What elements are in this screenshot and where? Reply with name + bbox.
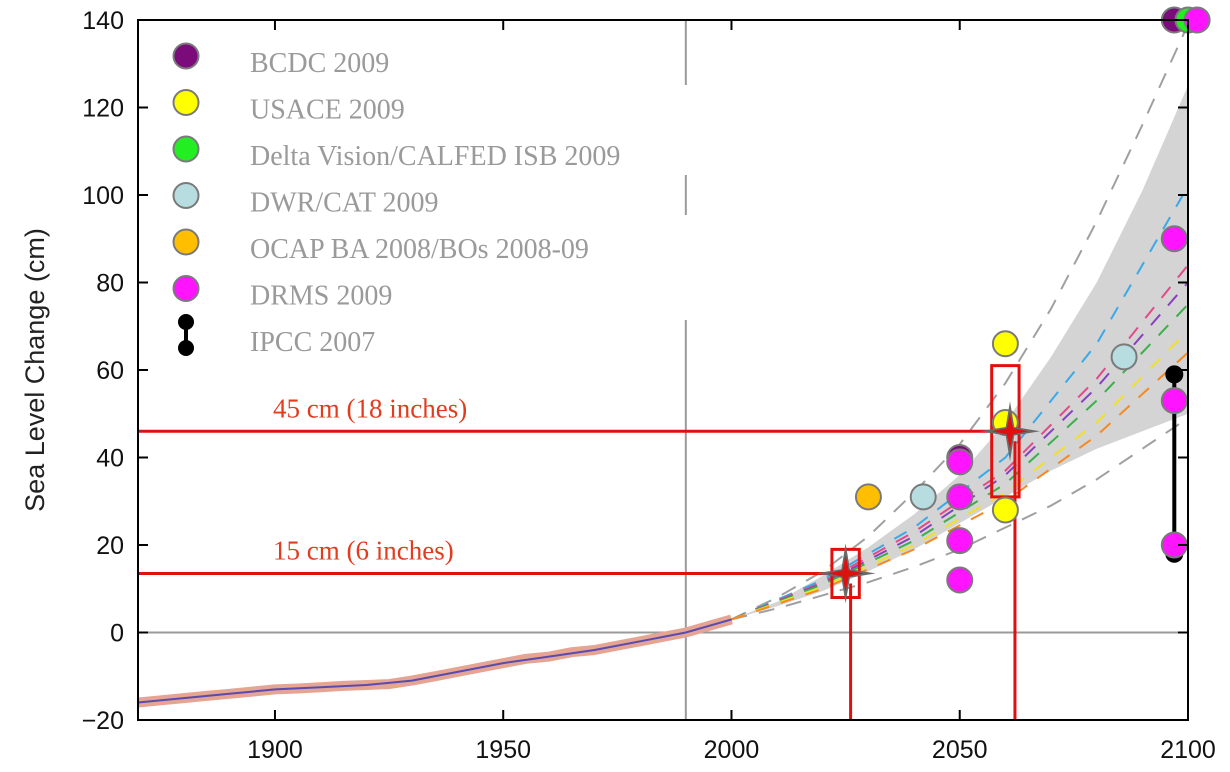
data-point-6: [946, 566, 974, 594]
legend-label-3: DWR/CAT 2009: [250, 188, 439, 219]
y-tick-label-7: 120: [82, 95, 124, 123]
highlight-star-0: [827, 555, 864, 592]
data-point-0: [854, 483, 882, 511]
y-tick-label-0: −20: [82, 707, 124, 735]
legend-marker-3: [172, 182, 200, 209]
data-point-9: [991, 496, 1019, 524]
legend-marker-5: [172, 275, 200, 302]
x-tick-label-4: 2100: [1160, 736, 1216, 764]
y-tick-label-8: 140: [82, 7, 124, 35]
legend-label-5: DRMS 2009: [250, 281, 392, 312]
projection-line-3: [731, 303, 1188, 621]
annotation-label-0: 45 cm (18 inches): [273, 393, 467, 423]
y-tick-label-4: 60: [96, 357, 124, 385]
projection-band: [731, 85, 1188, 620]
projection-line-4: [731, 329, 1188, 621]
legend-marker-1: [172, 89, 200, 116]
x-tick-label-2: 2000: [704, 736, 760, 764]
x-tick-label-1: 1950: [475, 736, 531, 764]
data-point-5: [946, 527, 974, 555]
y-tick-label-3: 40: [96, 445, 124, 473]
data-point-4: [946, 483, 974, 511]
y-axis-title: Sea Level Change (cm): [20, 228, 50, 512]
legend-label-0: BCDC 2009: [250, 48, 389, 79]
data-point-10: [1110, 343, 1138, 371]
data-point-7: [991, 330, 1019, 358]
x-tick-label-3: 2050: [932, 736, 988, 764]
projection-line-5: [731, 351, 1188, 621]
y-tick-label-5: 80: [96, 270, 124, 298]
legend: BCDC 2009 USACE 2009 Delta Vision/CALFED I…: [172, 42, 620, 358]
plot-inner: 45 cm (18 inches) 15 cm (6 inches): [138, 20, 1188, 720]
legend-marker-2: [172, 135, 200, 163]
highlight-star-1: [992, 413, 1028, 450]
y-tick-label-2: 20: [96, 532, 124, 560]
observed-fit-line: [138, 618, 732, 704]
legend-label-1: USACE 2009: [250, 95, 405, 126]
data-point-14: [1160, 225, 1188, 253]
legend-label-6: IPCC 2007: [250, 327, 375, 358]
legend-label-2: Delta Vision/CALFED ISB 2009: [250, 141, 620, 172]
y-tick-label-6: 100: [82, 182, 124, 210]
x-tick-label-0: 1900: [247, 736, 303, 764]
ipcc-range-top: [1165, 365, 1184, 384]
legend-marker-ipcc-bottom: [178, 340, 194, 356]
projection-line-1: [731, 264, 1188, 621]
data-point-1: [909, 483, 937, 511]
legend-marker-4: [172, 228, 200, 256]
data-point-3: [946, 448, 974, 476]
data-point-15: [1160, 387, 1188, 415]
legend-label-4: OCAP BA 2008/BOs 2008-09: [250, 234, 589, 265]
y-tick-label-1: 0: [110, 620, 124, 648]
legend-marker-ipcc-top: [178, 314, 194, 330]
annotation-label-1: 15 cm (6 inches): [273, 535, 454, 565]
legend-marker-0: [172, 42, 200, 70]
plot-area: 45 cm (18 inches) 15 cm (6 inches) −20 0 20 4…: [82, 6, 1216, 764]
